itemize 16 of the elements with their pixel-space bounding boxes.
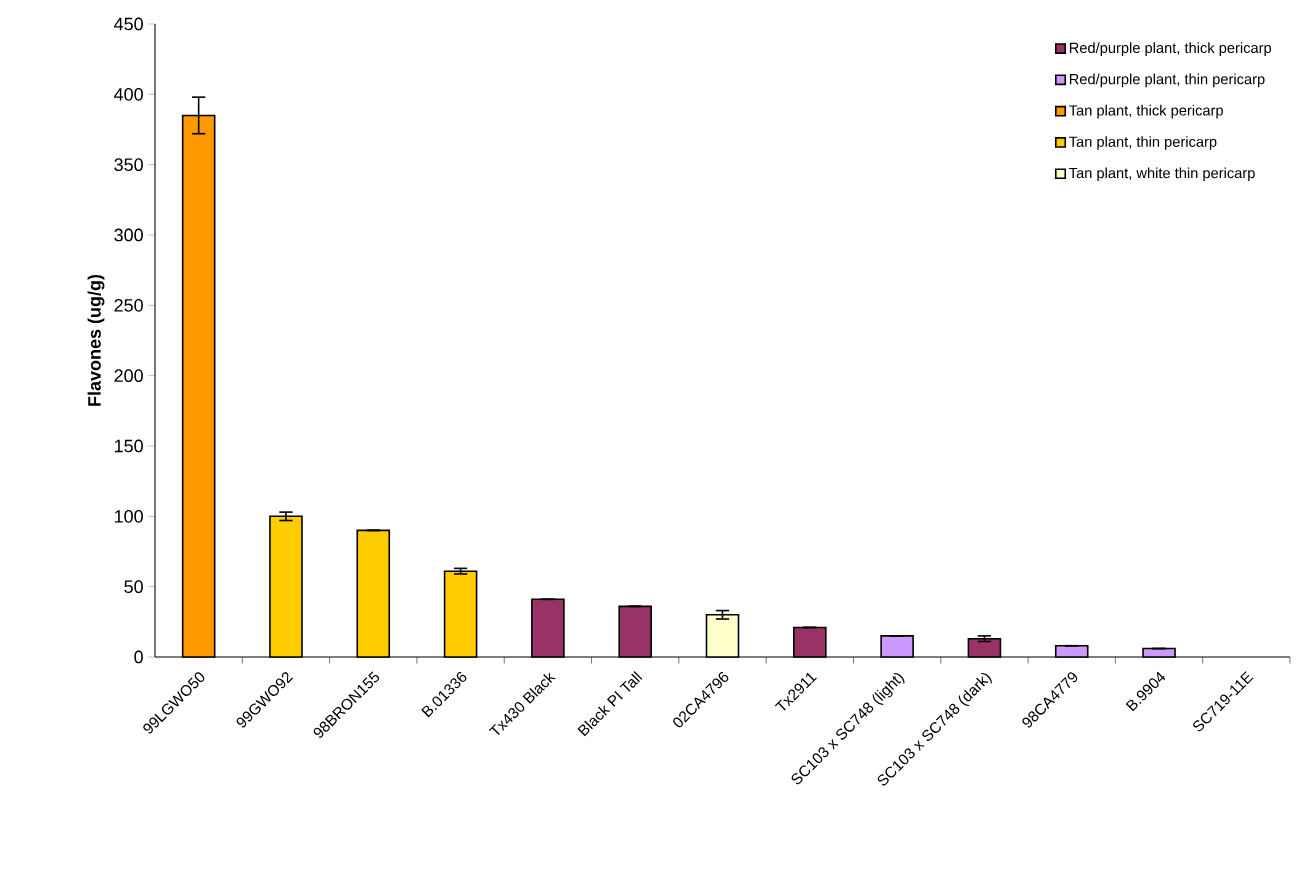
- y-tick-label: 400: [114, 87, 143, 101]
- legend-label: Tan plant, white thin pericarp: [1069, 167, 1255, 182]
- y-tick-label: 200: [114, 369, 143, 383]
- y-tick-label: 250: [114, 298, 143, 312]
- y-tick-label: 350: [114, 158, 143, 172]
- y-tick-label: 50: [124, 580, 143, 594]
- y-tick-label: 300: [114, 228, 143, 242]
- y-tick-label: 100: [114, 509, 143, 523]
- legend-label: Red/purple plant, thick pericarp: [1069, 42, 1272, 56]
- y-axis-title: Flavones (ug/g): [87, 274, 105, 406]
- y-tick-label: 150: [114, 439, 143, 453]
- legend-label: Tan plant, thick pericarp: [1069, 104, 1223, 119]
- legend-label: Tan plant, thin pericarp: [1069, 136, 1217, 150]
- y-tick-label: 0: [134, 650, 143, 664]
- legend-label: Red/purple plant, thin pericarp: [1069, 73, 1265, 88]
- y-tick-label: 450: [114, 17, 143, 31]
